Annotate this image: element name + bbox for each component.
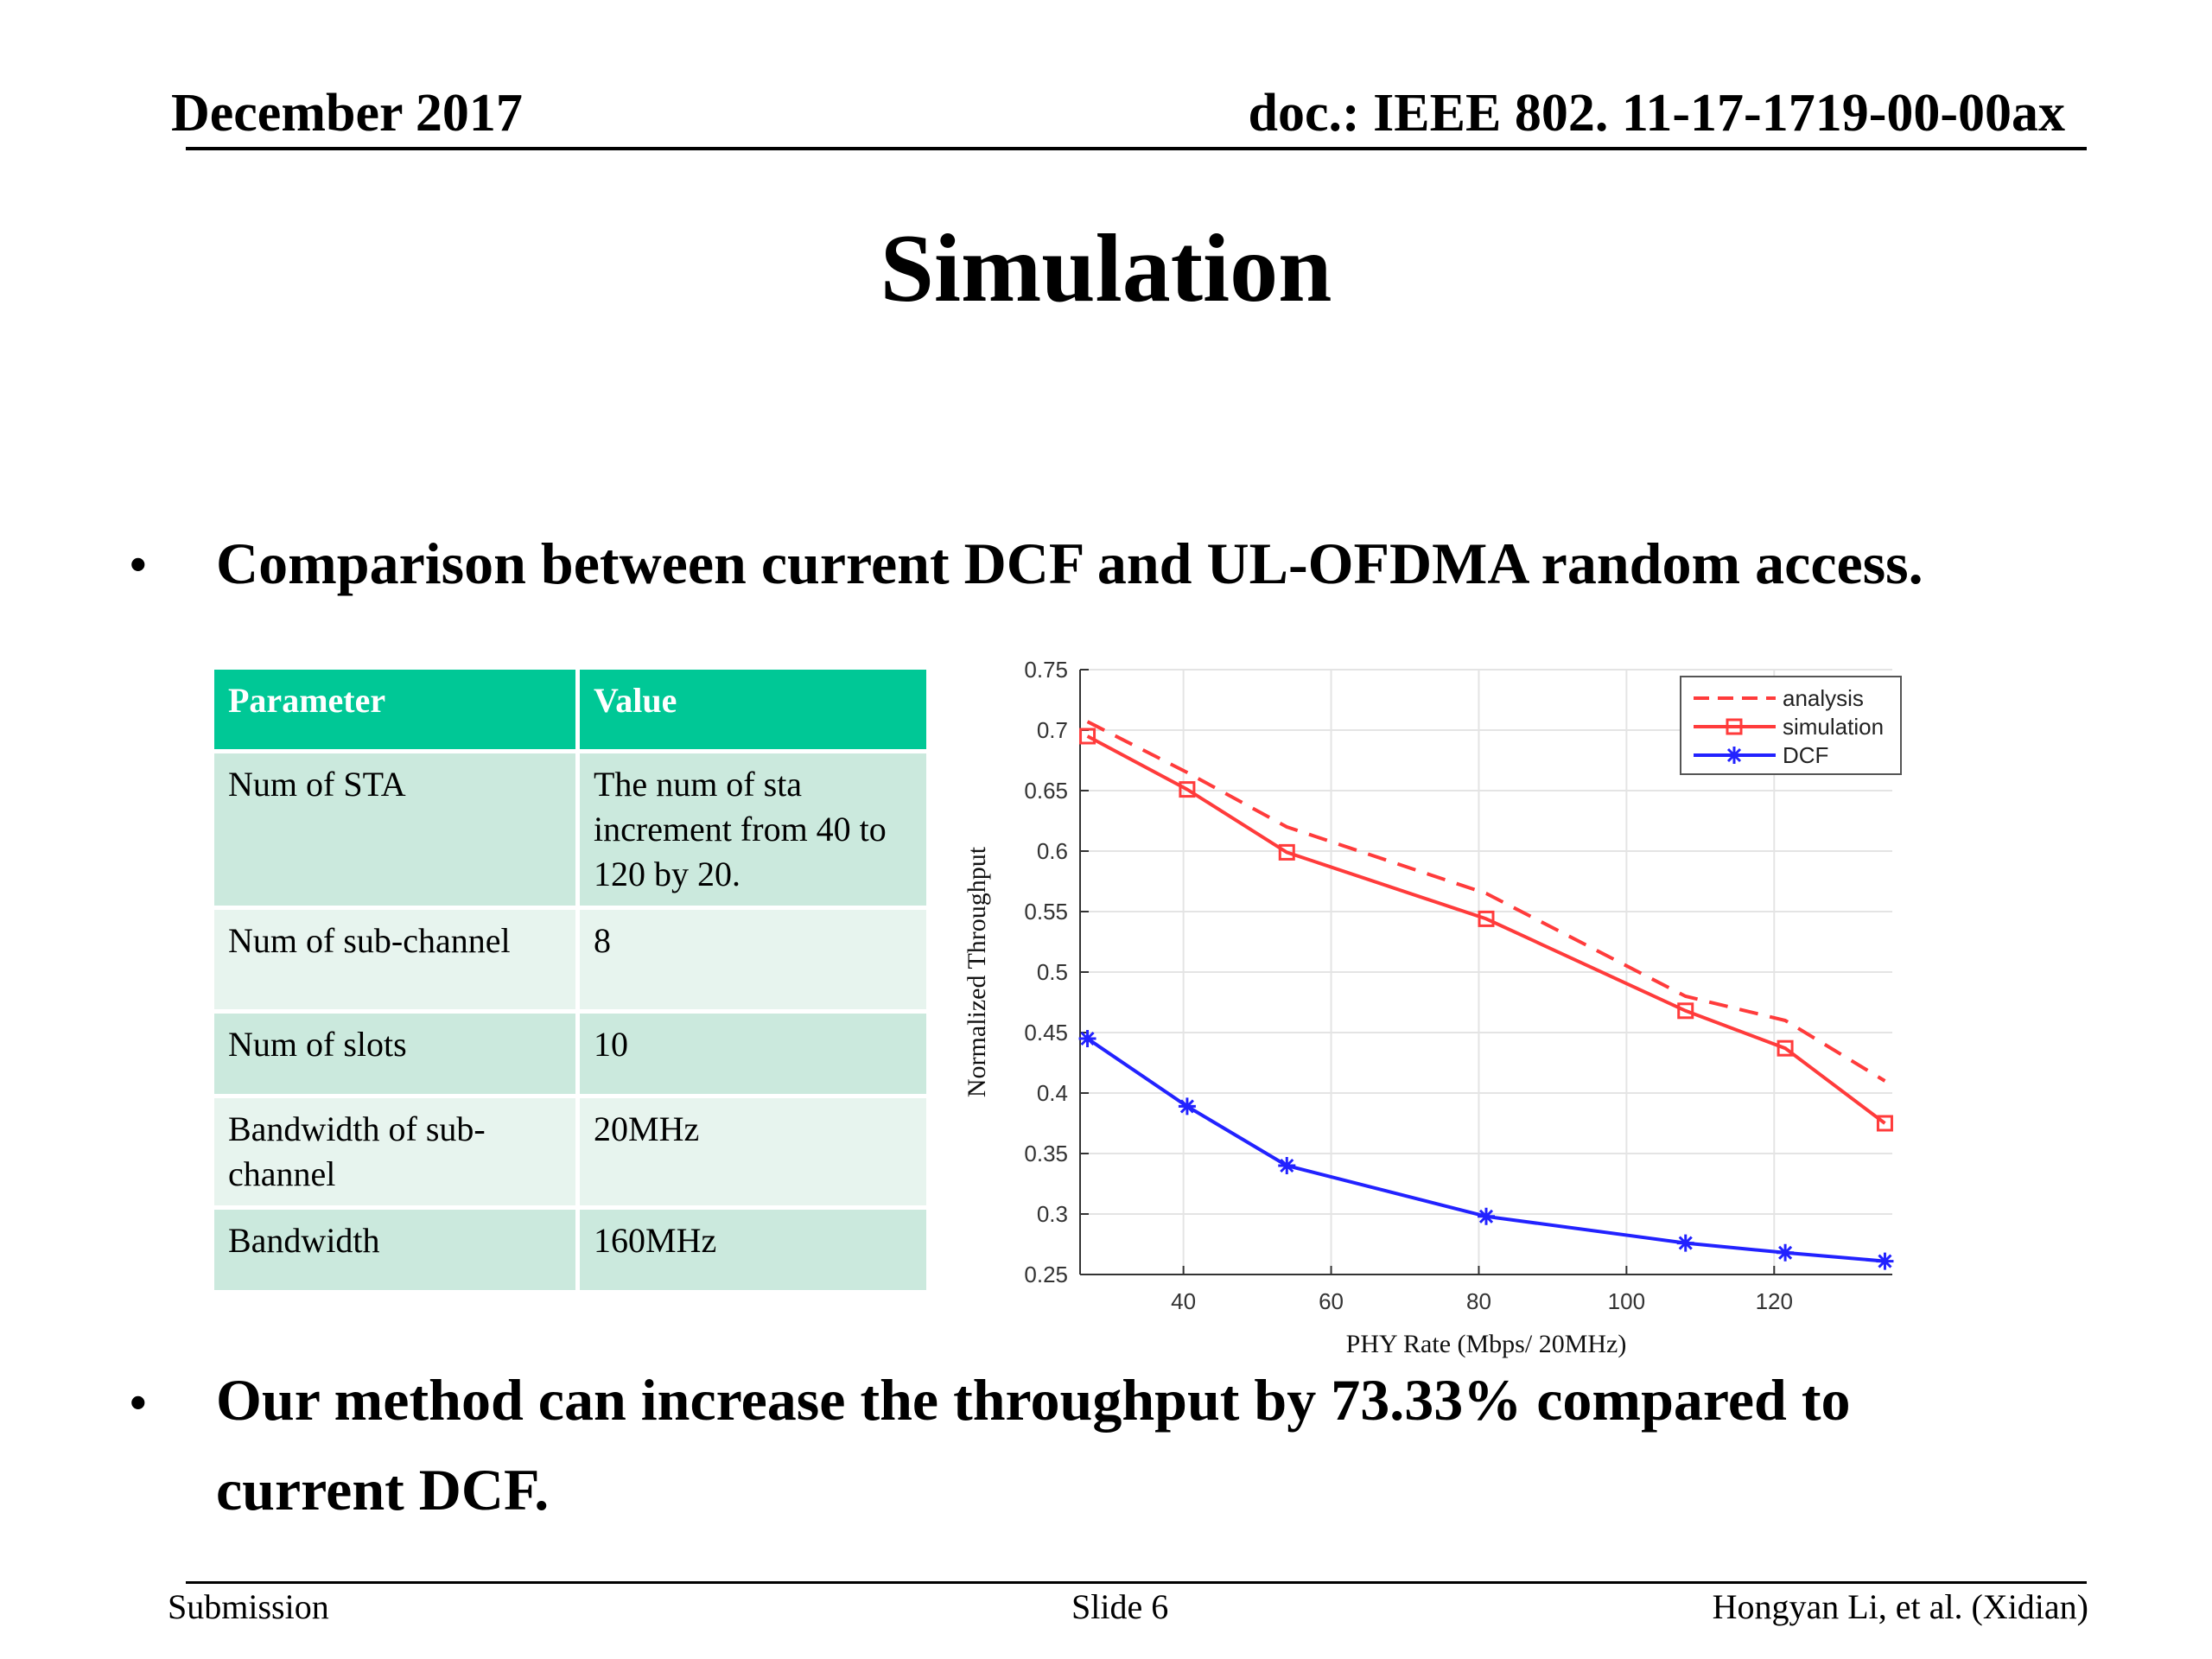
- table-header-row: Parameter Value: [210, 665, 931, 753]
- table-cell: Num of STA: [210, 749, 580, 910]
- data-point-dcf: [1676, 1234, 1694, 1252]
- y-tick-label: 0.5: [1037, 959, 1068, 985]
- header-date: December 2017: [171, 84, 523, 143]
- bullet-text-1: Comparison between current DCF and UL-OF…: [216, 531, 1923, 596]
- legend-label-dcf: DCF: [1783, 742, 1828, 768]
- x-tick-label: 80: [1466, 1288, 1491, 1314]
- table-row: Bandwidth of sub-channel 20MHz: [210, 1094, 931, 1210]
- throughput-line-chart: 0.25 0.3 0.35 0.4 0.45 0.5 0.55 0.6 0.65 0.7 0.75 4…: [963, 657, 1902, 1358]
- y-tick-label: 0.75: [1024, 657, 1068, 683]
- x-tick-label: 100: [1608, 1288, 1645, 1314]
- data-point-simulation: [1478, 910, 1495, 927]
- y-tick-label: 0.3: [1037, 1201, 1068, 1227]
- data-point-dcf: [1876, 1252, 1894, 1270]
- bullet-marker-1: •: [130, 538, 147, 592]
- data-point-dcf: [1478, 1207, 1495, 1225]
- y-tick-label: 0.65: [1024, 778, 1068, 804]
- data-point-dcf: [1777, 1243, 1795, 1262]
- footer-rule: [186, 1581, 2087, 1584]
- x-axis-label: PHY Rate (Mbps/ 20MHz): [1346, 1330, 1627, 1358]
- y-axis-label: Normalized Throughput: [963, 846, 991, 1097]
- bullet-text-2: Our method can increase the throughput b…: [216, 1367, 1851, 1522]
- series-line-analysis: [1086, 720, 1886, 1083]
- legend-label-analysis: analysis: [1783, 685, 1864, 711]
- table-row: Num of STA The num of sta increment from…: [210, 749, 931, 910]
- table-cell: 8: [575, 906, 931, 1014]
- table-row: Bandwidth 160MHz: [210, 1205, 931, 1294]
- data-point-simulation: [1179, 781, 1196, 798]
- footer-submission: Submission: [168, 1587, 329, 1626]
- series-line-simulation: [1086, 734, 1886, 1125]
- data-point-simulation: [1079, 728, 1096, 745]
- parameter-table: Parameter Value Num of STA The num of st…: [210, 665, 931, 1294]
- legend-label-simulation: simulation: [1783, 714, 1884, 740]
- x-tick-label: 60: [1319, 1288, 1344, 1314]
- table-cell: 10: [575, 1009, 931, 1098]
- data-point-simulation: [1278, 843, 1295, 861]
- y-tick-label: 0.7: [1037, 717, 1068, 743]
- table-cell: 160MHz: [575, 1205, 931, 1294]
- x-tick-label: 120: [1756, 1288, 1793, 1314]
- data-point-dcf: [1178, 1097, 1196, 1116]
- y-tick-label: 0.45: [1024, 1020, 1068, 1046]
- y-tick-label: 0.25: [1024, 1262, 1068, 1287]
- legend-marker-dcf: [1726, 747, 1743, 764]
- footer-authors: Hongyan Li, et al. (Xidian): [1712, 1587, 2088, 1626]
- data-point-simulation: [1677, 1002, 1694, 1020]
- table-cell: Num of slots: [210, 1009, 580, 1098]
- table-cell: Bandwidth: [210, 1205, 580, 1294]
- footer-slide-number: Slide 6: [1071, 1587, 1169, 1626]
- table-row: Num of sub-channel 8: [210, 906, 931, 1014]
- table-header-value: Value: [575, 665, 931, 753]
- table-cell: Bandwidth of sub-channel: [210, 1094, 580, 1210]
- data-point-simulation: [1876, 1115, 1893, 1132]
- slide-title: Simulation: [880, 215, 1332, 322]
- legend-marker-simulation: [1726, 718, 1743, 735]
- x-tick-label: 40: [1171, 1288, 1196, 1314]
- header-rule: [186, 147, 2087, 150]
- table-cell: The num of sta increment from 40 to 120 …: [575, 749, 931, 910]
- table-cell: Num of sub-channel: [210, 906, 580, 1014]
- data-point-simulation: [1777, 1039, 1794, 1057]
- bullet-marker-2: •: [130, 1376, 147, 1430]
- table-header-parameter: Parameter: [210, 665, 580, 753]
- y-tick-label: 0.35: [1024, 1141, 1068, 1166]
- table-row: Num of slots 10: [210, 1009, 931, 1098]
- table-cell: 20MHz: [575, 1094, 931, 1210]
- header-doc-id: doc.: IEEE 802. 11-17-1719-00-00ax: [1248, 84, 2066, 143]
- y-tick-label: 0.55: [1024, 899, 1068, 925]
- data-point-dcf: [1078, 1030, 1096, 1047]
- y-tick-label: 0.6: [1037, 838, 1068, 864]
- y-tick-label: 0.4: [1037, 1080, 1068, 1106]
- data-point-dcf: [1278, 1157, 1296, 1174]
